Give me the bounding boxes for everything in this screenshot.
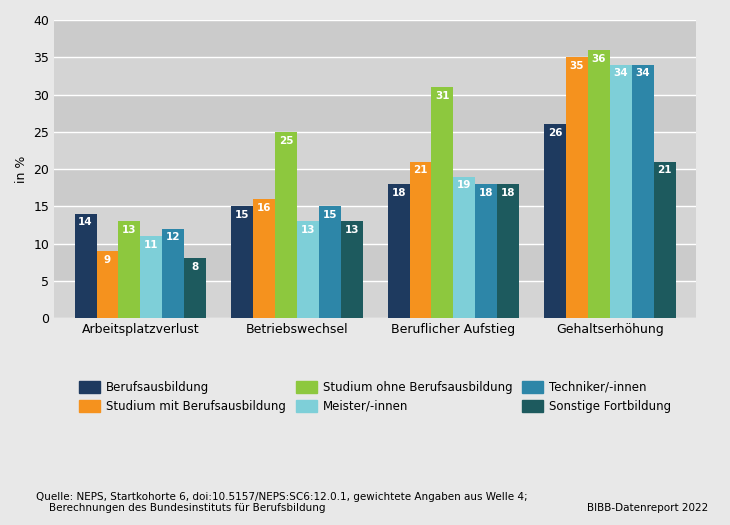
Text: 14: 14: [78, 217, 93, 227]
Text: 13: 13: [301, 225, 315, 235]
Bar: [54, 20, 696, 57]
Bar: [654, 162, 676, 318]
Bar: [54, 206, 696, 244]
Bar: [341, 221, 363, 318]
Bar: [566, 57, 588, 318]
Bar: [388, 184, 410, 318]
Text: 11: 11: [144, 240, 158, 250]
Bar: [54, 244, 696, 281]
Bar: [610, 65, 632, 318]
Text: 8: 8: [191, 262, 199, 272]
Text: 25: 25: [279, 135, 293, 145]
Bar: [544, 124, 566, 318]
Bar: [140, 236, 162, 318]
Text: 16: 16: [257, 203, 272, 213]
Text: 13: 13: [122, 225, 137, 235]
Text: BIBB-Datenreport 2022: BIBB-Datenreport 2022: [587, 503, 708, 513]
Text: 15: 15: [235, 210, 250, 220]
Bar: [253, 199, 275, 318]
Bar: [410, 162, 431, 318]
Text: 15: 15: [323, 210, 337, 220]
Bar: [431, 87, 453, 318]
Text: Quelle: NEPS, Startkohorte 6, doi:10.5157/NEPS:SC6:12.0.1, gewichtete Angaben au: Quelle: NEPS, Startkohorte 6, doi:10.515…: [36, 492, 528, 513]
Bar: [74, 214, 96, 318]
Bar: [453, 176, 475, 318]
Text: 12: 12: [166, 233, 180, 243]
Bar: [54, 94, 696, 132]
Bar: [475, 184, 497, 318]
Bar: [497, 184, 519, 318]
Bar: [231, 206, 253, 318]
Text: 9: 9: [104, 255, 111, 265]
Text: 19: 19: [457, 180, 472, 190]
Bar: [96, 251, 118, 318]
Bar: [54, 281, 696, 318]
Text: 34: 34: [635, 68, 650, 78]
Text: 18: 18: [391, 187, 406, 198]
Text: 21: 21: [413, 165, 428, 175]
Text: 18: 18: [479, 187, 493, 198]
Text: 35: 35: [570, 61, 584, 71]
Text: 21: 21: [658, 165, 672, 175]
Bar: [54, 169, 696, 206]
Text: 36: 36: [592, 54, 606, 64]
Bar: [588, 50, 610, 318]
Bar: [632, 65, 654, 318]
Bar: [162, 229, 184, 318]
Text: 34: 34: [613, 68, 629, 78]
Bar: [184, 258, 206, 318]
Bar: [54, 132, 696, 169]
Text: 18: 18: [501, 187, 515, 198]
Y-axis label: in %: in %: [15, 155, 28, 183]
Bar: [54, 57, 696, 94]
Bar: [319, 206, 341, 318]
Text: 31: 31: [435, 91, 450, 101]
Legend: Berufsausbildung, Studium mit Berufsausbildung, Studium ohne Berufsausbildung, M: Berufsausbildung, Studium mit Berufsausb…: [73, 375, 677, 418]
Text: 26: 26: [548, 128, 562, 138]
Bar: [297, 221, 319, 318]
Bar: [275, 132, 297, 318]
Text: 13: 13: [345, 225, 359, 235]
Bar: [118, 221, 140, 318]
